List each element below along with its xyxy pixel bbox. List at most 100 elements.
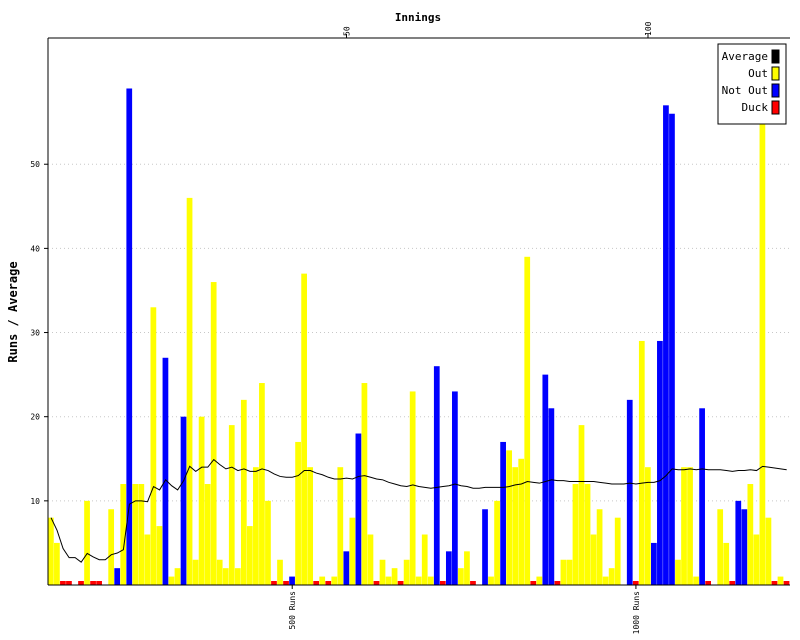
- bar-innings-27: [204, 484, 211, 585]
- bar-innings-39: [277, 559, 283, 585]
- bar-innings-54: [367, 534, 374, 585]
- bar-innings-16: [138, 484, 145, 585]
- y-tick-label: 30: [30, 329, 40, 338]
- bar-innings-58: [391, 568, 398, 585]
- bar-innings-114: [729, 581, 736, 585]
- y-axis-label: Runs / Average: [6, 261, 20, 362]
- bar-innings-82: [536, 576, 543, 585]
- bar-innings-80: [524, 256, 531, 585]
- bar-innings-33: [240, 399, 247, 585]
- bar-innings-95: [614, 517, 621, 585]
- bar-innings-91: [590, 534, 597, 585]
- bar-innings-100: [644, 467, 651, 585]
- bar-innings-75: [494, 500, 500, 585]
- y-tick-labels: 10 20 30 40 50: [30, 160, 48, 506]
- bar-innings-76: [500, 441, 506, 585]
- bar-innings-29: [216, 559, 223, 585]
- bar-innings-11: [108, 509, 115, 585]
- bar-innings-67: [445, 551, 452, 585]
- bar-innings-113: [723, 542, 730, 585]
- innings-tick-labels: 50 100: [342, 21, 653, 38]
- bar-innings-12: [114, 568, 121, 585]
- bar-innings-84: [548, 408, 555, 585]
- bar-innings-71: [470, 581, 476, 585]
- bar-innings-14: [126, 88, 133, 586]
- bar-innings-89: [578, 425, 585, 585]
- bar-innings-68: [452, 391, 458, 585]
- bar-innings-101: [651, 542, 657, 585]
- bar-series: [48, 88, 790, 586]
- bar-innings-90: [584, 484, 591, 585]
- bar-innings-93: [602, 576, 609, 585]
- bar-innings-31: [228, 425, 235, 585]
- bar-innings-25: [192, 559, 199, 585]
- bar-innings-24: [186, 197, 193, 585]
- bar-innings-53: [361, 383, 368, 585]
- bar-innings-109: [699, 408, 705, 585]
- bar-innings-22: [174, 568, 181, 585]
- bar-innings-59: [397, 581, 404, 585]
- bar-innings-77: [506, 450, 513, 585]
- bar-innings-64: [427, 576, 434, 585]
- bar-innings-55: [373, 581, 380, 585]
- bar-innings-102: [657, 340, 663, 585]
- bar-innings-46: [319, 576, 326, 585]
- bar-innings-73: [482, 509, 488, 585]
- bar-innings-21: [168, 576, 175, 585]
- y-tick-label: 20: [30, 413, 40, 422]
- bar-innings-107: [687, 467, 693, 585]
- bar-innings-37: [265, 500, 271, 585]
- bar-innings-97: [626, 399, 633, 585]
- bar-innings-51: [349, 517, 356, 585]
- bar-innings-41: [289, 576, 295, 585]
- bar-innings-20: [162, 357, 169, 585]
- legend-label: Duck: [742, 101, 769, 114]
- bar-innings-99: [638, 340, 645, 585]
- bar-innings-108: [693, 576, 699, 585]
- bar-innings-122: [777, 576, 784, 585]
- bar-innings-62: [415, 576, 422, 585]
- bar-innings-36: [259, 383, 265, 585]
- bar-innings-117: [747, 484, 754, 585]
- cumulative-runs-tick-labels: 500 Runs 1000 Runs: [288, 585, 641, 634]
- bar-innings-110: [705, 581, 711, 585]
- bar-innings-94: [608, 568, 615, 585]
- y-tick-label: 10: [30, 497, 40, 506]
- bar-innings-116: [741, 509, 748, 585]
- legend: Average Out Not Out Duck: [717, 43, 787, 125]
- bar-innings-70: [464, 551, 470, 585]
- bar-innings-19: [156, 526, 163, 585]
- bar-innings-105: [675, 559, 681, 585]
- innings-tick-label: 100: [644, 21, 653, 36]
- bar-innings-118: [753, 534, 760, 585]
- bar-innings-104: [669, 113, 675, 586]
- bar-innings-42: [295, 441, 301, 585]
- bar-innings-81: [530, 581, 537, 585]
- bar-innings-45: [313, 581, 320, 585]
- legend-swatch: [771, 100, 780, 115]
- bar-innings-56: [379, 559, 386, 585]
- bar-innings-98: [632, 581, 639, 585]
- legend-swatch: [771, 83, 780, 98]
- bar-innings-79: [518, 458, 525, 585]
- bar-innings-40: [283, 581, 289, 585]
- bar-innings-7: [84, 500, 90, 585]
- bar-innings-4: [66, 581, 72, 585]
- y-tick-label: 50: [30, 160, 40, 169]
- bar-innings-88: [572, 484, 579, 585]
- bar-innings-9: [96, 581, 102, 585]
- bar-innings-83: [542, 374, 549, 585]
- bar-innings-30: [222, 568, 229, 585]
- bar-innings-123: [783, 581, 790, 585]
- bar-innings-63: [421, 534, 428, 585]
- bar-innings-60: [403, 559, 410, 585]
- bar-innings-47: [325, 581, 332, 585]
- bar-innings-44: [307, 467, 314, 585]
- bar-innings-119: [759, 122, 766, 586]
- bar-innings-92: [596, 509, 603, 585]
- legend-label: Out: [748, 67, 768, 80]
- axes: [47, 37, 790, 586]
- bar-innings-18: [150, 307, 157, 585]
